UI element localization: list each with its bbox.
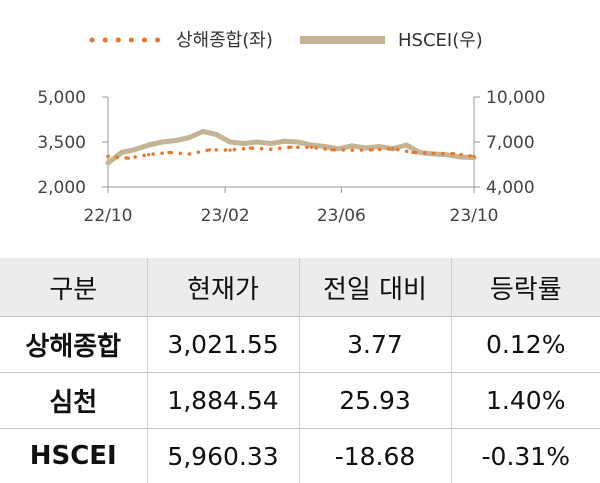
data-point-hscei (187, 135, 192, 140)
right-tick-label: 7,000 (486, 133, 535, 153)
chart-plot-area (106, 129, 477, 166)
data-point-hscei (119, 150, 124, 155)
table-header-row: 구분 현재가 전일 대비 등락률 (0, 258, 600, 317)
data-point-hscei (173, 138, 178, 143)
row-index-name: 상해종합 (0, 317, 147, 373)
table-row: 상해종합 3,021.55 3.77 0.12% (0, 317, 600, 373)
data-point-hscei (160, 140, 165, 145)
row-change: 25.93 (299, 373, 451, 429)
x-tick-label: 22/10 (84, 206, 133, 226)
data-point-hscei (228, 140, 233, 145)
data-point-hscei (146, 143, 151, 148)
data-point-shanghai (289, 146, 292, 149)
table-row: HSCEI 5,960.33 -18.68 -0.31% (0, 429, 600, 483)
left-tick-label: 2,000 (37, 178, 86, 198)
data-point-shanghai (432, 152, 435, 155)
header-current-price: 현재가 (147, 258, 299, 317)
data-point-shanghai (350, 149, 353, 152)
data-point-shanghai (452, 152, 455, 155)
row-current-price: 1,884.54 (147, 373, 299, 429)
x-tick-label: 23/06 (317, 206, 366, 226)
data-point-hscei (417, 150, 422, 155)
row-change: 3.77 (299, 317, 451, 373)
row-change-rate: 1.40% (451, 373, 600, 429)
right-tick-label: 10,000 (486, 88, 545, 108)
data-point-hscei (350, 143, 355, 148)
data-point-shanghai (208, 148, 211, 151)
row-change-rate: -0.31% (451, 429, 600, 483)
data-point-hscei (295, 140, 300, 145)
row-current-price: 5,960.33 (147, 429, 299, 483)
data-point-shanghai (167, 151, 170, 154)
data-point-hscei (268, 141, 273, 146)
data-point-hscei (241, 141, 246, 146)
data-point-shanghai (310, 146, 313, 149)
data-point-hscei (106, 161, 111, 166)
data-point-hscei (336, 146, 341, 151)
row-change: -18.68 (299, 429, 451, 483)
index-chart: 상해종합(좌) HSCEI(우) 5,000 3,500 2,000 10,000 7,… (0, 0, 600, 250)
data-point-shanghai (228, 149, 231, 152)
left-tick-label: 5,000 (37, 88, 86, 108)
index-table: 구분 현재가 전일 대비 등락률 상해종합 3,021.55 3.77 0.12… (0, 258, 600, 483)
data-point-hscei (255, 140, 260, 145)
row-change-rate: 0.12% (451, 317, 600, 373)
x-tick-label: 23/02 (201, 206, 250, 226)
data-point-shanghai (472, 155, 475, 158)
data-point-hscei (133, 147, 138, 152)
data-point-shanghai (106, 155, 109, 158)
row-index-name: 심천 (0, 373, 147, 429)
row-current-price: 3,021.55 (147, 317, 299, 373)
table-row: 심천 1,884.54 25.93 1.40% (0, 373, 600, 429)
data-point-hscei (282, 139, 287, 144)
data-point-shanghai (371, 148, 374, 151)
data-point-hscei (404, 143, 409, 148)
data-point-shanghai (249, 146, 252, 149)
row-index-name: HSCEI (0, 429, 147, 483)
header-category: 구분 (0, 258, 147, 317)
data-point-hscei (363, 146, 368, 151)
legend-label-hscei: HSCEI(우) (398, 30, 483, 51)
data-point-shanghai (147, 153, 150, 156)
data-point-shanghai (391, 147, 394, 150)
legend-label-shanghai: 상해종합(좌) (176, 30, 273, 51)
right-tick-label: 4,000 (486, 178, 535, 198)
header-change-rate: 등락률 (451, 258, 600, 317)
data-point-shanghai (330, 148, 333, 151)
x-tick-label: 23/10 (450, 206, 499, 226)
data-point-hscei (444, 152, 449, 157)
data-point-shanghai (269, 148, 272, 151)
data-point-shanghai (188, 152, 191, 155)
data-point-shanghai (127, 157, 130, 160)
chart-legend: 상해종합(좌) HSCEI(우) (92, 30, 483, 51)
data-point-hscei (214, 132, 219, 137)
left-tick-label: 3,500 (37, 133, 86, 153)
data-point-shanghai (411, 151, 414, 154)
header-change: 전일 대비 (299, 258, 451, 317)
data-point-hscei (200, 129, 205, 134)
